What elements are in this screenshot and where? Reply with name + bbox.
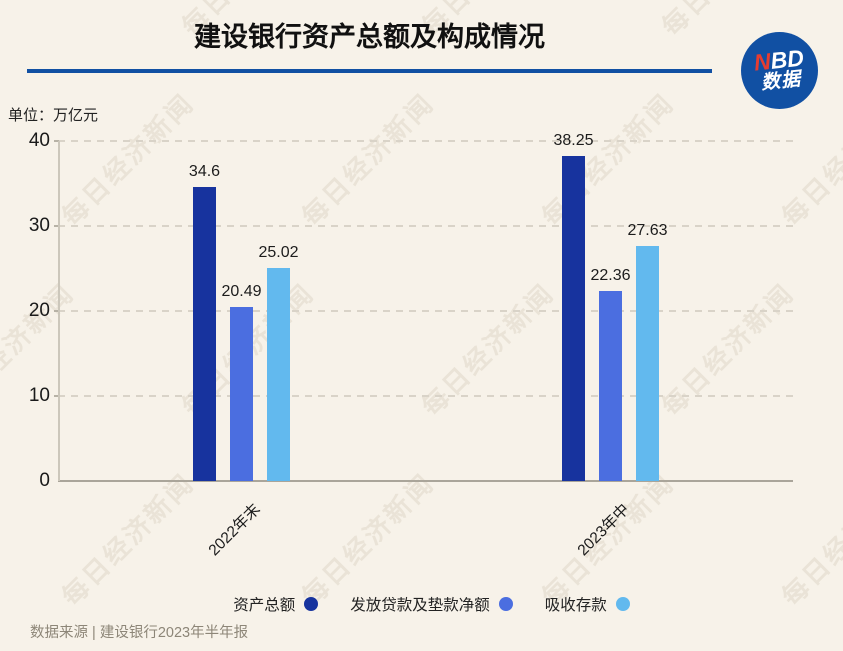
bar-value-label: 27.63	[627, 222, 668, 240]
y-axis-line	[58, 141, 60, 481]
data-source: 数据来源 | 建设银行2023年半年报	[30, 625, 249, 641]
bar-2023年中-资产总额	[562, 155, 585, 481]
gridline-30	[58, 225, 793, 227]
gridline-20	[58, 310, 793, 312]
legend-marker-dot	[615, 597, 630, 611]
y-tick-label-30: 30	[28, 215, 50, 236]
legend-marker-dot	[304, 597, 319, 611]
x-category-label-2022年末: 2022年末	[205, 500, 264, 560]
bar-2023年中-发放贷款及垫款净额	[599, 290, 622, 481]
bar-value-label: 38.25	[553, 131, 594, 149]
y-axis-tick	[54, 395, 59, 397]
bar-2022年末-吸收存款	[267, 268, 290, 481]
watermark-text: 每日经济新闻	[775, 467, 843, 612]
watermark-text: 每日经济新闻	[295, 467, 441, 612]
bar-2022年末-资产总额	[193, 186, 216, 481]
gridline-40	[58, 140, 793, 142]
bar-value-label: 25.02	[258, 244, 299, 262]
legend-label: 吸收存款	[544, 597, 607, 614]
nbd-logo-line2: 数据	[759, 69, 802, 95]
x-axis-line	[58, 480, 793, 482]
legend-label: 发放贷款及垫款净额	[350, 597, 490, 614]
bar-value-label: 20.49	[221, 282, 262, 300]
y-tick-label-10: 10	[28, 385, 50, 406]
watermark-text: 每日经济新闻	[295, 87, 441, 232]
gridline-10	[58, 395, 793, 397]
legend-label: 资产总额	[233, 597, 296, 614]
title-underline	[27, 69, 712, 73]
bar-value-label: 22.36	[590, 266, 631, 284]
nbd-logo: NBD 数据	[741, 32, 818, 109]
legend-item-吸收存款: 吸收存款	[545, 593, 630, 615]
y-tick-label-40: 40	[28, 130, 50, 151]
legend-item-资产总额: 资产总额	[233, 593, 319, 615]
y-axis-tick	[54, 225, 59, 227]
bar-value-label: 34.6	[188, 162, 221, 180]
axis-unit-label: 单位：万亿元	[8, 107, 99, 124]
x-category-label-2023年中: 2023年中	[574, 500, 633, 560]
bar-2023年中-吸收存款	[636, 246, 659, 481]
bar-2022年末-发放贷款及垫款净额	[230, 306, 253, 481]
nbd-logo-text: NBD 数据	[752, 45, 806, 95]
legend: 资产总额 发放贷款及垫款净额 吸收存款	[20, 593, 843, 615]
page-title: 建设银行资产总额及构成情况	[194, 22, 545, 52]
watermark-text: 每日经济新闻	[535, 87, 681, 232]
y-axis-tick	[54, 310, 59, 312]
watermark-text: 每日经济新闻	[415, 277, 561, 422]
y-axis-tick	[54, 140, 59, 142]
y-tick-label-0: 0	[39, 470, 50, 491]
y-tick-label-20: 20	[28, 300, 50, 321]
watermark-text: 每日经济新闻	[655, 277, 801, 422]
legend-item-发放贷款及垫款净额: 发放贷款及垫款净额	[350, 593, 513, 615]
legend-marker-dot	[498, 597, 513, 611]
